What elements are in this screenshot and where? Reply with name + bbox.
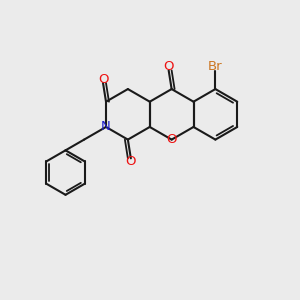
Text: O: O xyxy=(126,155,136,168)
Text: O: O xyxy=(98,73,108,86)
Text: O: O xyxy=(167,133,177,146)
Text: Br: Br xyxy=(208,60,223,73)
Text: O: O xyxy=(164,60,174,73)
Text: N: N xyxy=(101,121,111,134)
